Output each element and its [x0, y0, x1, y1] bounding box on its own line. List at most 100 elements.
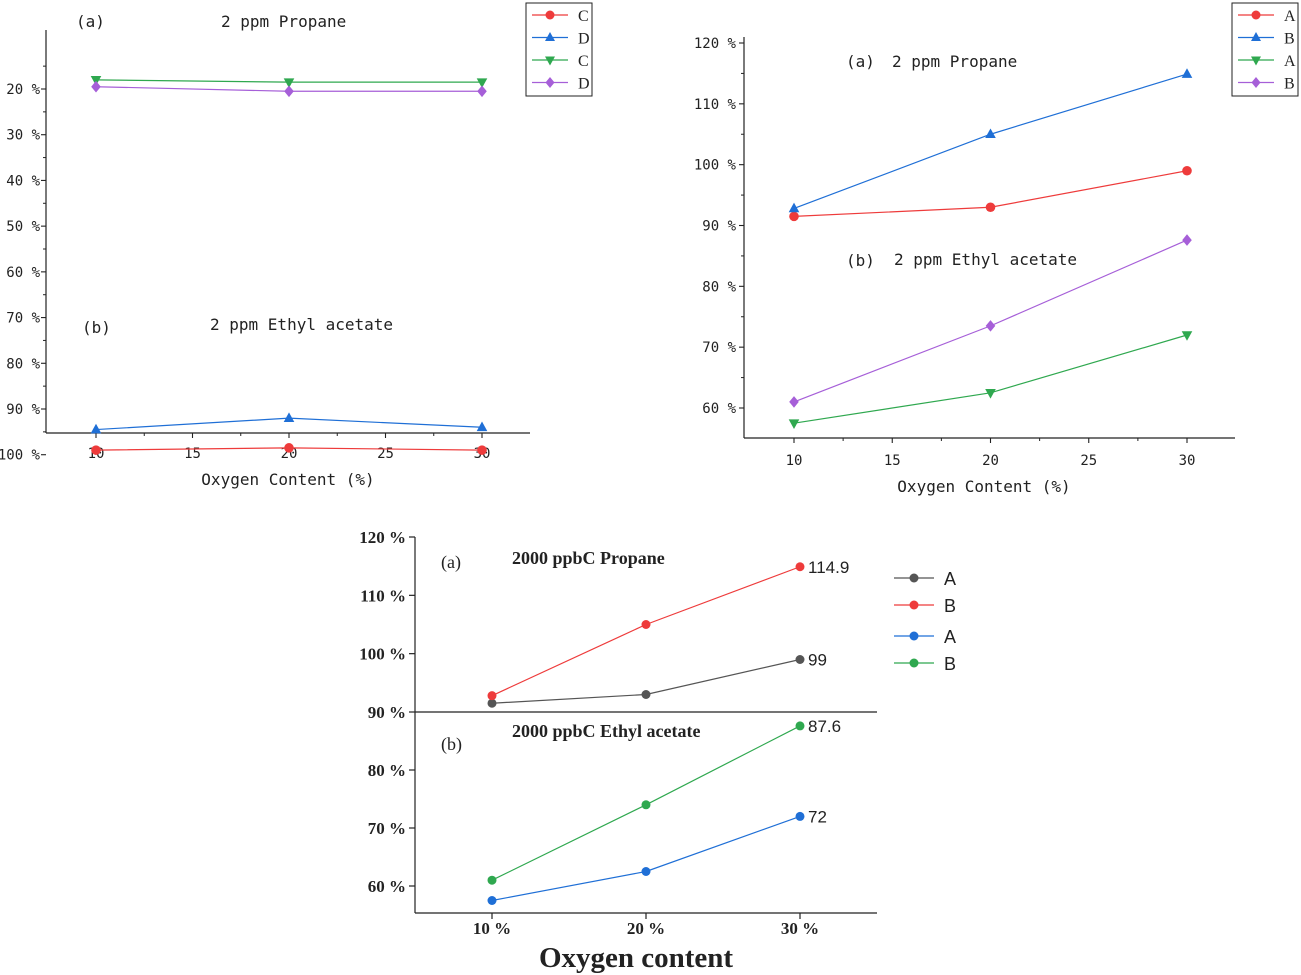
series-group: 99 114.9 72 87.6	[487, 558, 849, 905]
y-tick-label: 70 %	[702, 340, 736, 356]
y-ticks: 60 % 70 % 80 % 90 % 100 % 110 % 120 %	[694, 36, 744, 417]
data-point	[1181, 68, 1193, 78]
data-point	[795, 811, 805, 821]
y-tick-label: 110 %	[360, 586, 406, 605]
series-group	[788, 68, 1193, 430]
data-point	[487, 875, 497, 885]
y-tick-label: 60 %	[368, 877, 406, 896]
y-ticks: 20 % 30 % 40 % 50 % 60 % 70 % 80 % 90 % 100 %	[0, 65, 46, 464]
legend-marker	[1251, 32, 1261, 41]
data-point	[477, 85, 487, 98]
x-tick-label: 20 %	[627, 919, 665, 938]
legend-label: A	[1284, 8, 1296, 25]
legend-label: D	[578, 76, 590, 93]
x-tick-label: 30	[1179, 453, 1196, 469]
y-ticks: 60 % 70 % 80 % 90 % 100 % 110 % 120 %	[359, 528, 415, 896]
legend-label: A	[1284, 53, 1296, 70]
annotation-a-label: (a)	[441, 552, 461, 573]
legend-label: B	[1284, 76, 1295, 93]
legend-label: A	[944, 569, 956, 589]
legend-marker	[909, 573, 919, 583]
data-point	[795, 655, 805, 664]
data-point	[91, 445, 101, 455]
annotation-b-label: (b)	[846, 251, 875, 270]
x-axis-title: Oxygen Content (%)	[201, 470, 374, 489]
annotation-a-label: (a)	[76, 12, 105, 31]
y-tick-label: 120 %	[359, 528, 406, 547]
chart-top-left: 20 % 30 % 40 % 50 % 60 % 70 % 80 % 90 % 100 % 10…	[0, 2, 593, 489]
legend-box	[525, 2, 593, 97]
x-ticks: 10 % 20 % 30 %	[473, 913, 819, 938]
data-point	[641, 620, 651, 629]
annotation-b-text: 2000 ppbC Ethyl acetate	[512, 721, 701, 741]
y-tick-label: 80 %	[368, 761, 406, 780]
data-point	[1182, 234, 1192, 246]
y-tick-label: 50 %	[6, 219, 40, 235]
annotation-a-label: (a)	[846, 52, 875, 71]
series-line-a-2	[491, 815, 801, 902]
y-tick-label: 20 %	[6, 82, 40, 98]
x-ticks: 10 15 20 25 30	[786, 438, 1196, 469]
x-axis-title: Oxygen Content (%)	[897, 477, 1070, 496]
x-tick-label: 25	[1080, 453, 1097, 469]
data-label: 99	[808, 651, 827, 670]
annotation-a-text: 2 ppm Propane	[892, 52, 1017, 71]
data-point	[795, 721, 805, 731]
legend-marker	[1251, 10, 1261, 20]
annotation-b-label: (b)	[82, 318, 111, 337]
y-tick-label: 80 %	[702, 279, 736, 295]
data-point	[487, 896, 497, 905]
legend-marker	[545, 77, 555, 88]
legend-marker	[545, 10, 555, 20]
y-tick-label: 100 %	[359, 645, 406, 664]
data-point	[284, 443, 294, 453]
data-point	[788, 202, 800, 213]
legend-label: A	[944, 627, 956, 647]
y-tick-label: 90 %	[6, 402, 40, 418]
data-point	[788, 419, 800, 430]
y-tick-label: 30 %	[6, 128, 40, 144]
data-point	[284, 85, 294, 98]
data-label: 114.9	[808, 558, 849, 577]
series-line-b-1	[793, 73, 1188, 210]
legend-marker	[909, 600, 919, 610]
data-point	[641, 690, 651, 699]
y-tick-label: 60 %	[6, 265, 40, 281]
data-point	[90, 76, 102, 86]
y-tick-label: 100 %	[694, 158, 737, 174]
legend-label: B	[944, 596, 956, 616]
y-tick-label: 90 %	[368, 703, 406, 722]
legend-marker	[1251, 56, 1261, 66]
annotation-a-text: 2000 ppbC Propane	[512, 548, 665, 568]
x-tick-label: 15	[184, 446, 201, 462]
data-point	[789, 396, 799, 408]
legend-label: C	[578, 8, 589, 25]
data-point	[1181, 331, 1193, 341]
legend-box	[1231, 2, 1299, 97]
y-tick-label: 90 %	[702, 219, 736, 235]
data-point	[90, 423, 102, 434]
legend-marker	[545, 32, 555, 41]
x-tick-label: 10	[786, 453, 803, 469]
data-point	[476, 421, 488, 432]
data-point	[1182, 165, 1192, 176]
data-label: 87.6	[808, 717, 841, 736]
y-tick-label: 60 %	[702, 401, 736, 417]
x-axis-title: Oxygen content	[539, 942, 733, 974]
y-tick-label: 40 %	[6, 173, 40, 189]
data-point	[985, 388, 996, 399]
annotation-b-text: 2 ppm Ethyl acetate	[210, 315, 393, 334]
data-point	[487, 698, 497, 708]
data-point	[985, 320, 996, 332]
legend-marker	[909, 631, 919, 641]
x-tick-label: 20	[982, 453, 999, 469]
series-line-b-1	[491, 566, 801, 697]
data-point	[985, 128, 996, 139]
data-point	[789, 211, 799, 222]
legend-marker	[1251, 77, 1261, 88]
data-point	[91, 80, 101, 93]
